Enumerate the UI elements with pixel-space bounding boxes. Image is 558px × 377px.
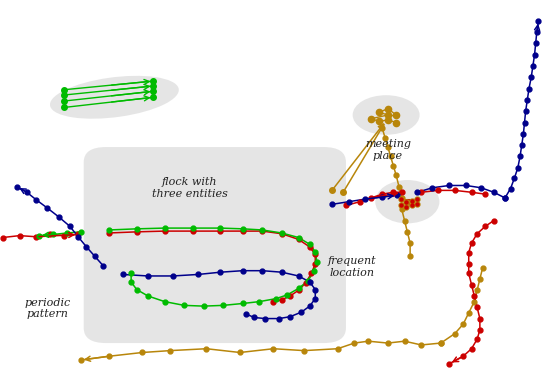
FancyBboxPatch shape <box>84 147 346 343</box>
Text: frequent
location: frequent location <box>327 256 376 278</box>
Text: meeting
place: meeting place <box>365 139 411 161</box>
Text: periodic
pattern: periodic pattern <box>25 298 70 319</box>
Ellipse shape <box>50 76 179 119</box>
Ellipse shape <box>375 180 439 223</box>
Text: flock with
three entities: flock with three entities <box>152 177 228 199</box>
Ellipse shape <box>353 95 420 135</box>
